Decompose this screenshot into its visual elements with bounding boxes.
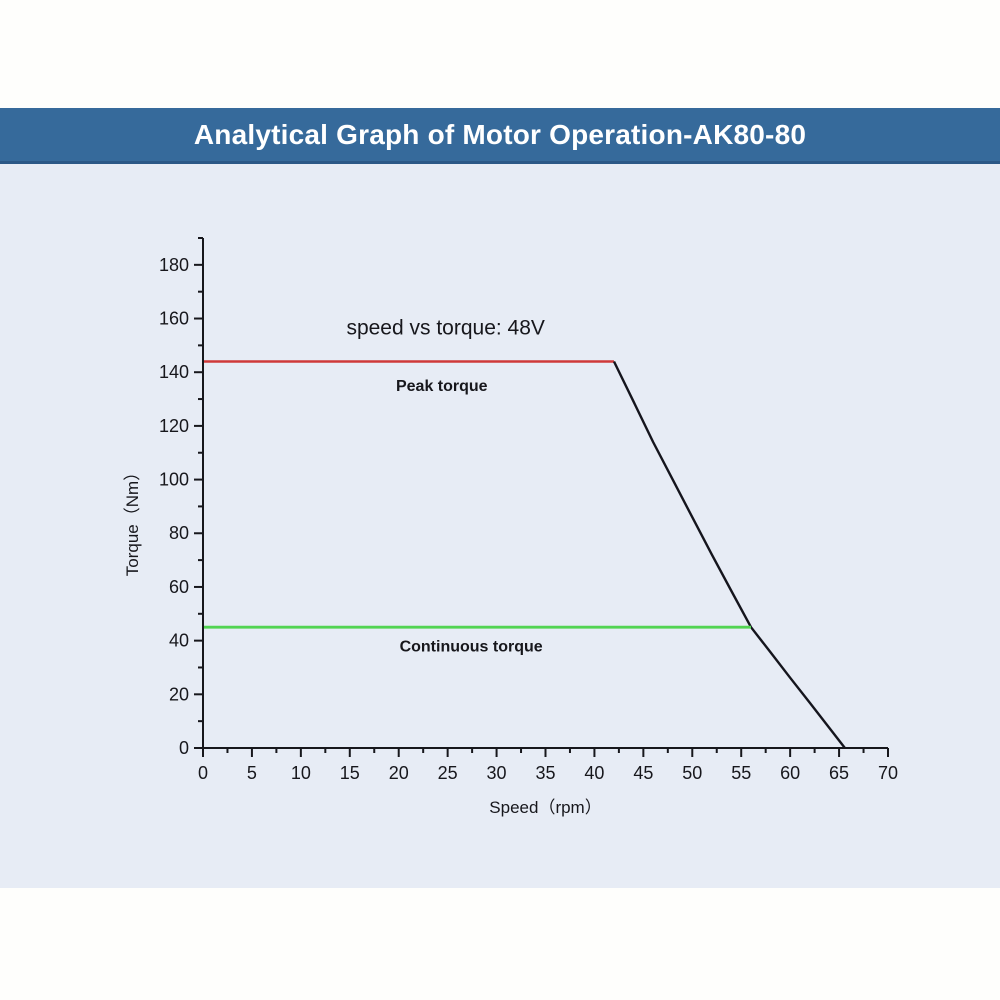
x-tick-label: 45	[633, 763, 653, 783]
y-tick-label: 80	[169, 523, 189, 543]
x-tick-label: 20	[389, 763, 409, 783]
chart-title: speed vs torque: 48V	[346, 317, 544, 340]
x-tick-label: 40	[584, 763, 604, 783]
y-tick-label: 180	[159, 255, 189, 275]
annotation-peak-torque: Peak torque	[396, 378, 488, 395]
x-tick-label: 35	[535, 763, 555, 783]
x-tick-label: 25	[438, 763, 458, 783]
x-tick-label: 60	[780, 763, 800, 783]
y-tick-label: 120	[159, 416, 189, 436]
annotation-continuous-torque: Continuous torque	[400, 638, 543, 655]
y-tick-label: 160	[159, 308, 189, 328]
y-tick-label: 140	[159, 362, 189, 382]
x-tick-label: 70	[878, 763, 898, 783]
y-tick-label: 100	[159, 470, 189, 490]
x-tick-label: 65	[829, 763, 849, 783]
y-axis-title: Torque（Nm）	[123, 464, 142, 576]
x-tick-label: 50	[682, 763, 702, 783]
x-tick-label: 5	[247, 763, 257, 783]
x-axis-title: Speed（rpm）	[489, 798, 601, 817]
series-torque-drop-off	[612, 360, 846, 749]
x-tick-label: 10	[291, 763, 311, 783]
y-tick-label: 60	[169, 577, 189, 597]
y-tick-label: 20	[169, 684, 189, 704]
x-tick-label: 0	[198, 763, 208, 783]
y-tick-label: 0	[179, 738, 189, 758]
y-tick-label: 40	[169, 631, 189, 651]
chart-panel	[0, 164, 1000, 888]
x-tick-label: 15	[340, 763, 360, 783]
x-tick-label: 55	[731, 763, 751, 783]
x-tick-label: 30	[487, 763, 507, 783]
page-title: Analytical Graph of Motor Operation-AK80…	[193, 118, 807, 150]
header-bar: Analytical Graph of Motor Operation-AK80…	[0, 108, 1000, 164]
